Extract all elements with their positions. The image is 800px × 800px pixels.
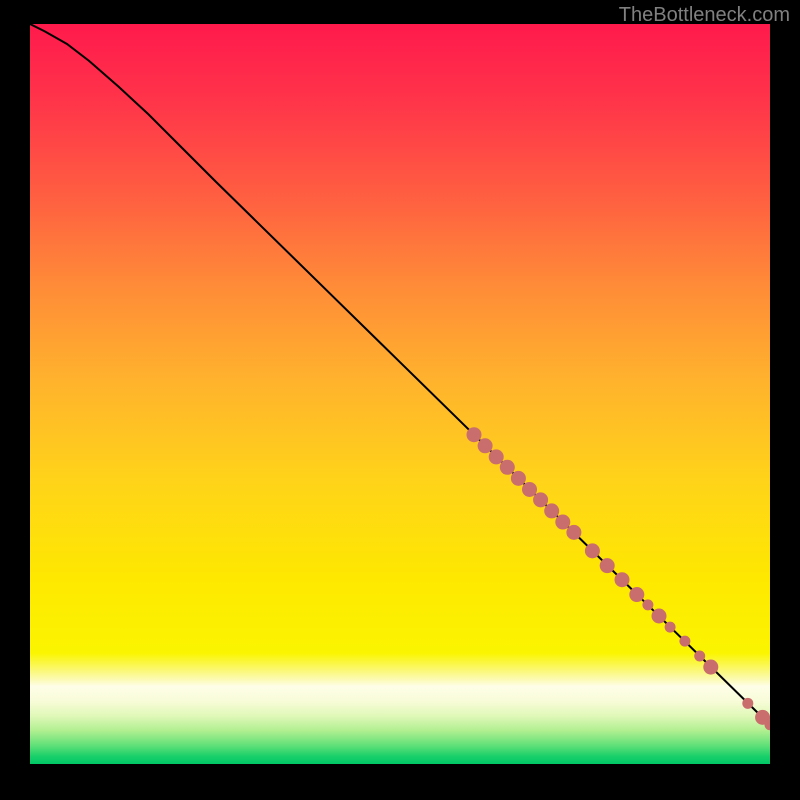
chart-marker bbox=[500, 460, 515, 475]
chart-markers bbox=[466, 427, 770, 730]
chart-marker bbox=[466, 427, 481, 442]
chart-marker bbox=[679, 636, 690, 647]
chart-marker bbox=[600, 558, 615, 573]
chart-marker bbox=[489, 449, 504, 464]
chart-marker bbox=[703, 660, 718, 675]
chart-marker bbox=[742, 698, 753, 709]
chart-plot-area bbox=[30, 24, 770, 764]
chart-marker bbox=[585, 543, 600, 558]
chart-marker bbox=[665, 622, 676, 633]
chart-marker bbox=[651, 608, 666, 623]
chart-marker bbox=[614, 572, 629, 587]
chart-marker bbox=[642, 599, 653, 610]
chart-marker bbox=[533, 492, 548, 507]
chart-marker bbox=[694, 650, 705, 661]
chart-marker bbox=[544, 503, 559, 518]
chart-marker bbox=[555, 515, 570, 530]
chart-overlay bbox=[30, 24, 770, 764]
chart-marker bbox=[566, 525, 581, 540]
chart-marker bbox=[478, 438, 493, 453]
chart-marker bbox=[629, 587, 644, 602]
chart-marker bbox=[511, 471, 526, 486]
chart-marker bbox=[522, 482, 537, 497]
watermark-text: TheBottleneck.com bbox=[619, 4, 790, 27]
